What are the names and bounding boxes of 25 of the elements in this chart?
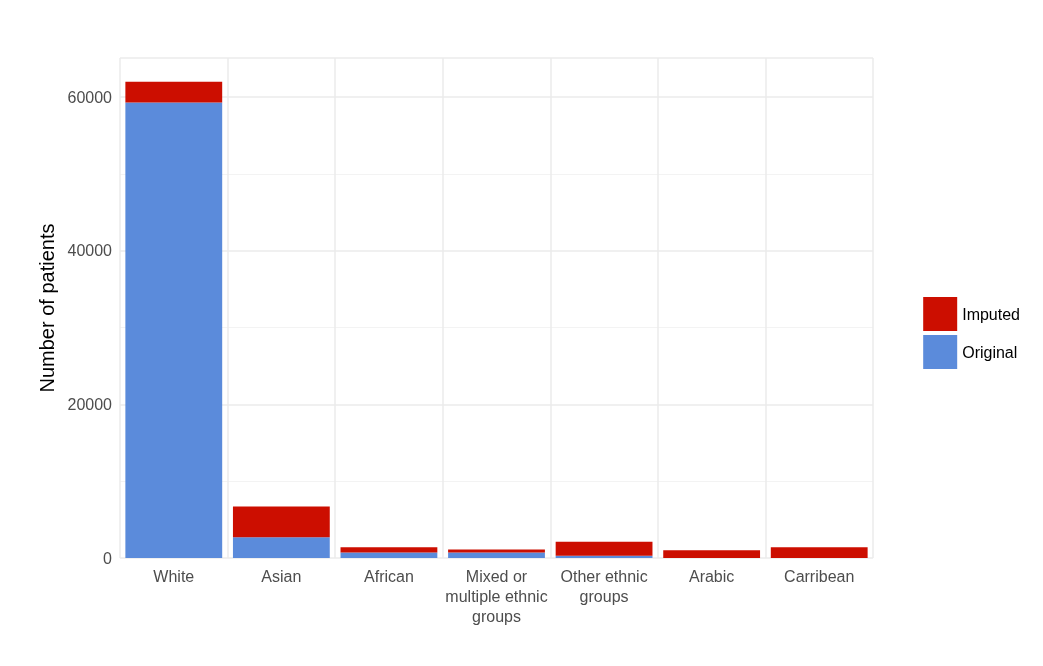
y-tick-label: 20000 bbox=[67, 395, 113, 413]
x-tick-label: Asian bbox=[261, 567, 302, 585]
bar bbox=[555, 541, 653, 556]
x-tick-label: Carribean bbox=[784, 567, 855, 585]
bar bbox=[663, 550, 761, 558]
bar bbox=[232, 506, 330, 538]
legend-label: Imputed bbox=[962, 305, 1020, 323]
y-tick-label: 60000 bbox=[67, 88, 113, 106]
bar bbox=[448, 549, 545, 553]
x-tick-label: Mixed or multiple ethnic groups bbox=[445, 567, 548, 625]
y-tick-label: 0 bbox=[103, 549, 113, 567]
x-tick-label: White bbox=[153, 567, 195, 585]
bar bbox=[340, 547, 438, 553]
x-tick-label: African bbox=[364, 567, 414, 585]
y-tick-label: 40000 bbox=[67, 242, 113, 260]
bar bbox=[125, 81, 223, 103]
legend-label: Original bbox=[962, 343, 1018, 361]
bar bbox=[770, 547, 868, 558]
y-axis-title: Number of patients bbox=[35, 223, 58, 393]
bar bbox=[340, 552, 438, 558]
bar bbox=[125, 102, 223, 558]
bar bbox=[232, 537, 330, 558]
x-tick-label: Other ethnic groups bbox=[560, 567, 648, 605]
x-tick-label: Arabic bbox=[688, 567, 735, 585]
bar bbox=[448, 552, 545, 558]
